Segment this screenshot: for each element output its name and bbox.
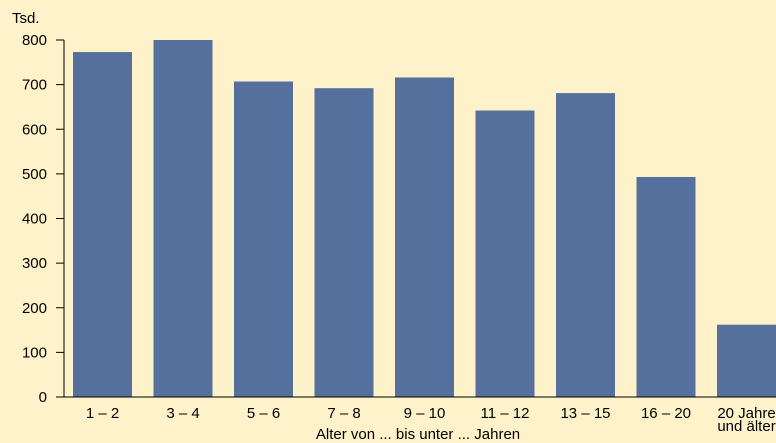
x-tick-label-line: 20 Jahre bbox=[717, 405, 775, 422]
x-axis-title: Alter von ... bis unter ... Jahren bbox=[316, 426, 520, 443]
y-tick-label: 600 bbox=[22, 121, 47, 138]
y-tick-label: 400 bbox=[22, 211, 47, 228]
y-tick-label: 100 bbox=[22, 344, 47, 361]
y-tick-label: 300 bbox=[22, 255, 47, 272]
x-tick-label-line: und älter bbox=[717, 418, 775, 435]
x-axis-labels: 1 – 2 3 – 4 5 – 6 7 – 8 9 – 10 11 – 12 13 – 15… bbox=[86, 405, 776, 435]
y-axis-ticks: 0 100 200 300 400 500 600 700 800 bbox=[22, 32, 64, 406]
bar bbox=[234, 81, 293, 397]
bar bbox=[556, 93, 615, 397]
y-tick-label: 200 bbox=[22, 300, 47, 317]
x-tick-label-line: 7 – 8 bbox=[327, 405, 360, 422]
x-tick-label: 11 – 12 bbox=[481, 405, 530, 422]
x-tick-label-line: 11 – 12 bbox=[481, 405, 530, 422]
x-tick-label-line: 9 – 10 bbox=[404, 405, 446, 422]
x-tick-label-line: 3 – 4 bbox=[166, 405, 199, 422]
x-tick-label-line: 5 – 6 bbox=[247, 405, 280, 422]
x-tick-label: 1 – 2 bbox=[86, 405, 119, 422]
y-tick-label: 500 bbox=[22, 166, 47, 183]
bar bbox=[475, 110, 535, 397]
x-tick-label-line: 13 – 15 bbox=[560, 405, 610, 422]
y-tick-label: 0 bbox=[39, 389, 47, 406]
y-tick-label: 700 bbox=[22, 77, 47, 94]
x-tick-label-line: 16 – 20 bbox=[641, 405, 691, 422]
bars bbox=[73, 40, 776, 398]
bar bbox=[153, 40, 213, 397]
bar bbox=[73, 52, 132, 397]
bar bbox=[717, 324, 776, 397]
x-tick-label: 5 – 6 bbox=[247, 405, 280, 422]
x-tick-label: 16 – 20 bbox=[641, 405, 691, 422]
x-tick-label-line: 1 – 2 bbox=[86, 405, 119, 422]
x-tick-label: 3 – 4 bbox=[166, 405, 199, 422]
bar bbox=[314, 88, 374, 397]
x-tick-label: 13 – 15 bbox=[560, 405, 610, 422]
y-tick-label: 800 bbox=[22, 32, 47, 49]
y-axis-unit-label: Tsd. bbox=[12, 10, 40, 27]
x-tick-label: 9 – 10 bbox=[404, 405, 446, 422]
bar bbox=[636, 176, 696, 397]
x-tick-label: 7 – 8 bbox=[327, 405, 360, 422]
bar bbox=[395, 77, 454, 398]
